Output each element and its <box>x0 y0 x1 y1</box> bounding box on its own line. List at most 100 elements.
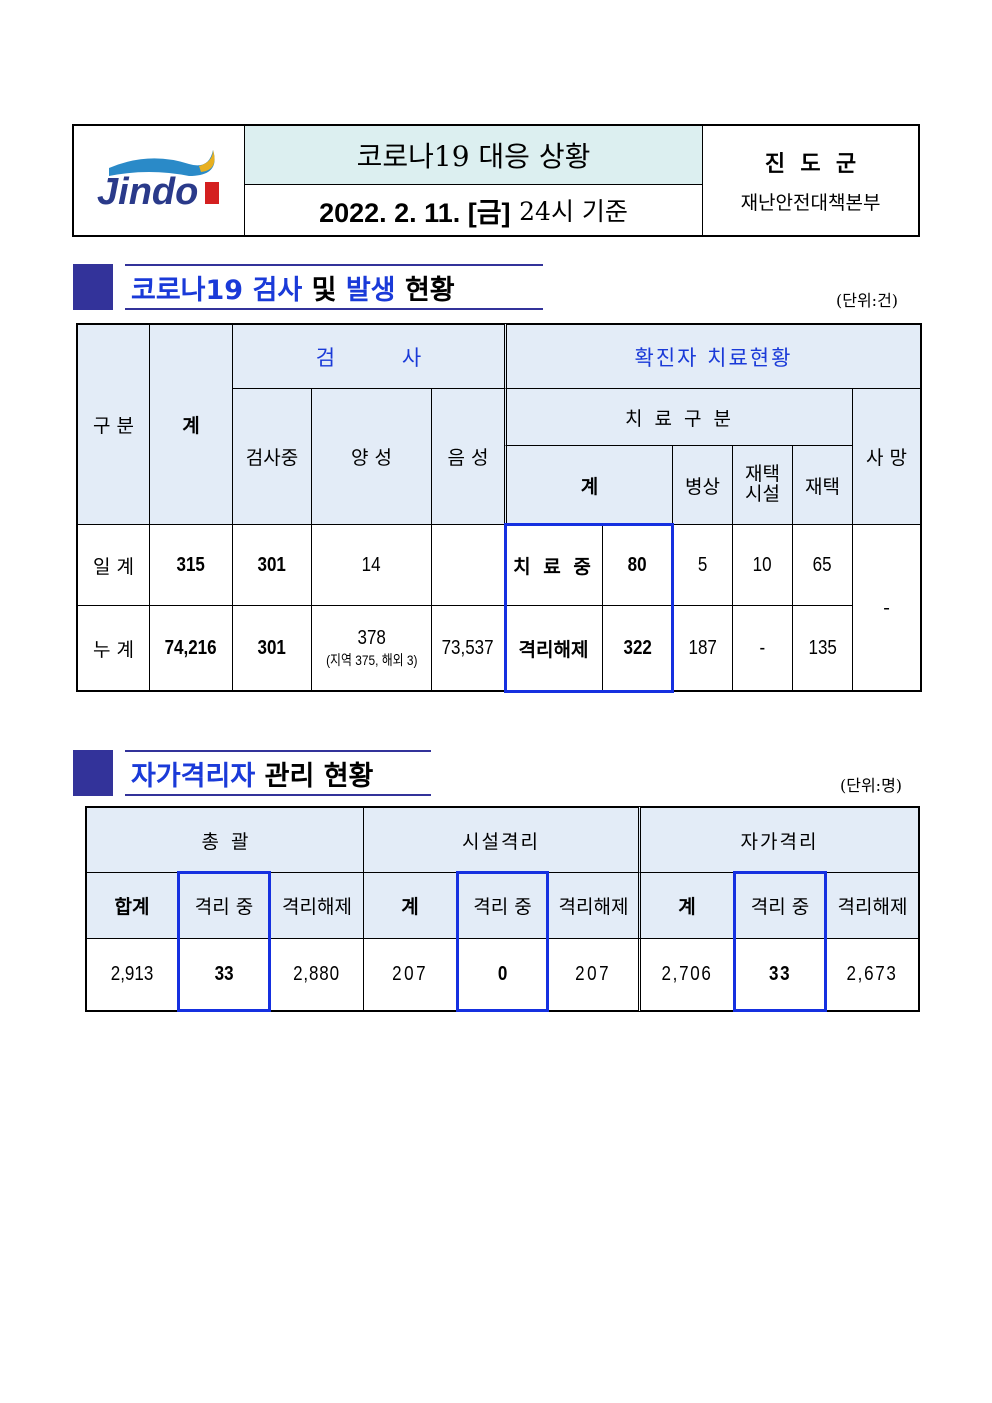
header-negative: 음 성 <box>431 388 505 525</box>
section-marker <box>73 750 113 796</box>
header-treat-type: 치 료 구 분 <box>504 388 853 446</box>
value: 207 <box>391 963 429 985</box>
label-line: 재택 <box>745 463 780 486</box>
value: 5 <box>697 553 708 576</box>
value: 135 <box>808 636 837 659</box>
section2-unit: (단위:명) <box>840 776 903 795</box>
org-name: 진 도 군 <box>764 151 857 177</box>
cell-home: 135 <box>792 605 853 692</box>
value-cell: 2,706 <box>640 938 734 1012</box>
header-confirmed: 확진자 치료현황 <box>504 323 922 389</box>
value: 187 <box>688 636 717 659</box>
date-basis: 24시 기준 <box>519 197 628 226</box>
subheader: 격리 중 <box>177 872 271 939</box>
svg-text:Jindo: Jindo <box>97 171 198 213</box>
value: 33 <box>768 963 792 985</box>
cell-positive: 14 <box>311 524 432 606</box>
header-testing: 검사중 <box>232 388 312 525</box>
section1-title: 코로나19 검사 및 발생 현황 <box>125 264 543 310</box>
cell-negative <box>431 524 505 606</box>
date-value: 2022. 2. 11. [금] <box>319 197 511 228</box>
value-cell: 2,913 <box>85 938 178 1012</box>
value: - <box>759 636 766 659</box>
title-part: 현황 <box>404 274 455 306</box>
value-cell: 2,673 <box>826 938 920 1012</box>
header-category: 구 분 <box>76 323 150 525</box>
cell-negative: 73,537 <box>431 605 505 692</box>
dept-name: 재난안전대책본부 <box>740 192 881 214</box>
jindo-logo: Jindo <box>97 149 219 213</box>
cell-home-facility: 10 <box>732 524 793 606</box>
title-part: 및 <box>311 274 337 306</box>
row-label: 누 계 <box>76 605 150 692</box>
title-part: 자가격리자 <box>131 760 256 792</box>
header-total: 계 <box>149 323 233 525</box>
subheader: 격리해제 <box>826 872 920 939</box>
value-cell: 207 <box>363 938 457 1012</box>
section-marker <box>73 264 113 310</box>
cell-total: 315 <box>149 524 233 606</box>
subheader: 계 <box>640 872 734 939</box>
value: 14 <box>362 553 381 576</box>
section2-title: 자가격리자 관리 현황 <box>125 750 431 796</box>
report-date: 2022. 2. 11. [금] 24시 기준 <box>244 184 703 237</box>
title-part: 발생 <box>345 274 396 306</box>
value-cell: 33 <box>177 938 271 1012</box>
title-part: 현황 <box>323 760 374 792</box>
value-cell: 207 <box>548 938 641 1012</box>
subheader: 격리해제 <box>548 872 641 939</box>
value: 65 <box>813 553 832 576</box>
org-cell: 진 도 군 재난안전대책본부 <box>702 124 920 237</box>
value: 10 <box>753 553 772 576</box>
cell-home-facility: - <box>732 605 793 692</box>
header-home-facility: 재택 시설 <box>732 445 793 525</box>
header-treat-total: 계 <box>504 445 673 525</box>
header-home: 재택 <box>792 445 853 525</box>
value-cell: 0 <box>456 938 549 1012</box>
value: 80 <box>628 553 647 576</box>
title-part: 코로나19 검사 <box>131 274 303 306</box>
cell-positive: 378 (지역 375, 해외 3) <box>311 605 432 692</box>
title-part: 관리 <box>264 760 315 792</box>
positive-detail: (지역 375, 해외 3) <box>325 651 418 668</box>
value: 315 <box>176 553 206 576</box>
cell-total: 74,216 <box>149 605 233 692</box>
cell-status-value: 80 <box>602 524 673 606</box>
cell-testing: 301 <box>232 605 312 692</box>
subheader: 합계 <box>85 872 178 939</box>
cell-death: - <box>852 524 922 692</box>
value: 301 <box>257 553 287 576</box>
subheader: 격리해제 <box>270 872 364 939</box>
logo-cell: Jindo <box>72 124 245 237</box>
subheader: 격리 중 <box>733 872 827 939</box>
value: 74,216 <box>164 636 217 659</box>
group-self: 자가격리 <box>640 806 920 873</box>
cell-testing: 301 <box>232 524 312 606</box>
subheader: 격리 중 <box>456 872 549 939</box>
value: 2,706 <box>661 963 713 985</box>
report-title: 코로나19 대응 상황 <box>244 124 703 185</box>
section1-unit: (단위:건) <box>836 291 899 310</box>
header-death: 사 망 <box>852 388 922 525</box>
group-total: 총 괄 <box>85 806 364 873</box>
header-hospital: 병상 <box>672 445 733 525</box>
value-cell: 2,880 <box>270 938 364 1012</box>
header-positive: 양 성 <box>311 388 432 525</box>
header-test: 검 사 <box>232 323 505 389</box>
value: 73,537 <box>441 636 494 659</box>
label-line: 시설 <box>745 483 780 505</box>
value: 0 <box>497 963 508 985</box>
subheader: 계 <box>363 872 457 939</box>
cell-hospital: 5 <box>672 524 733 606</box>
row-label: 일 계 <box>76 524 150 606</box>
value: 2,913 <box>110 963 154 985</box>
value: 2,880 <box>293 963 341 985</box>
value: 322 <box>623 636 652 659</box>
cell-status: 치 료 중 <box>504 524 603 606</box>
value-cell: 33 <box>733 938 827 1012</box>
cell-status-value: 322 <box>602 605 673 692</box>
cell-status: 격리해제 <box>504 605 603 692</box>
value: 33 <box>214 963 234 985</box>
value: 207 <box>575 963 612 985</box>
